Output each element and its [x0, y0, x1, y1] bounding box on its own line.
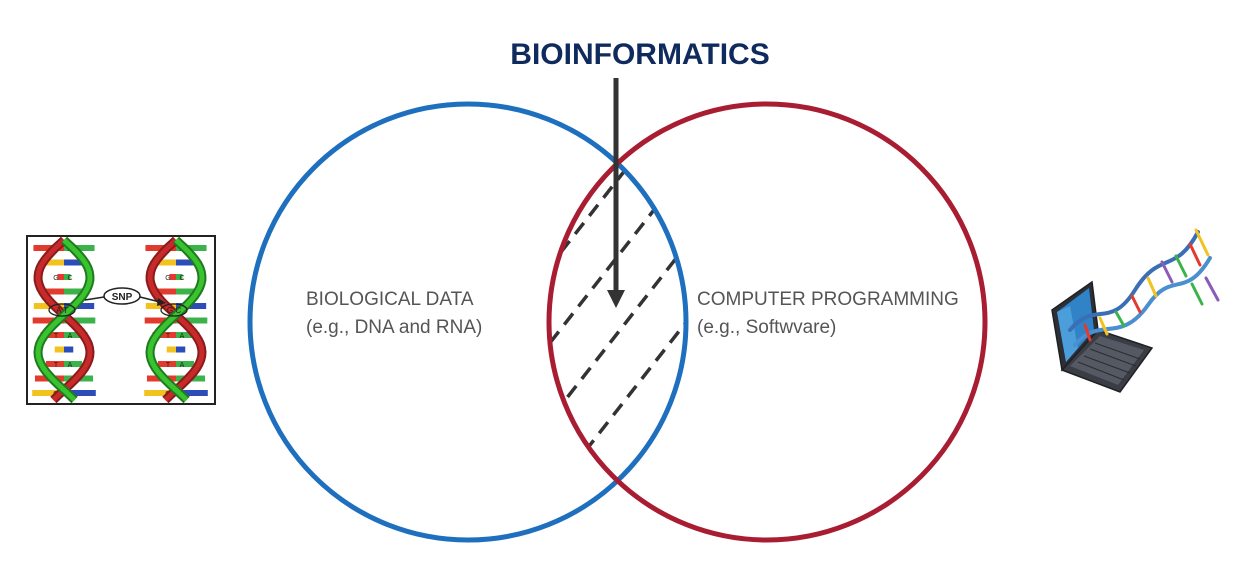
base-letter: G	[165, 275, 170, 282]
base-letter: T	[54, 362, 59, 369]
base-letter: C	[179, 275, 184, 282]
dna-backbone	[35, 238, 93, 402]
base-letter: G	[53, 275, 58, 282]
base-letter: T	[166, 333, 171, 340]
base-letter: A	[68, 333, 73, 340]
left-set-sublabel: (e.g., DNA and RNA)	[306, 317, 482, 338]
dna-snp-illustration: T AG CA TT AT AG CT AG CA TT AT AG C SNP A T G C	[26, 235, 216, 405]
intersection-arrow	[607, 78, 625, 308]
diagram-title: BIOINFORMATICS	[510, 38, 769, 71]
right-set-label: COMPUTER PROGRAMMING	[697, 289, 959, 310]
base-letter: A	[68, 362, 73, 369]
snp-highlight-left: A T	[48, 303, 76, 317]
base-letter: A	[180, 362, 185, 369]
snp-right-pair: G C	[167, 306, 181, 315]
laptop-dna-icon	[1051, 228, 1220, 393]
biological-data-circle	[247, 101, 689, 543]
base-letter: T	[166, 362, 171, 369]
computer-programming-circle	[546, 101, 988, 543]
snp-marker: SNP	[84, 287, 166, 306]
dna-backbone	[35, 238, 93, 402]
base-letter: C	[67, 275, 72, 282]
right-set-sublabel: (e.g., Softwvare)	[697, 317, 836, 338]
snp-highlight-right: G C	[160, 303, 188, 317]
dna-backbone	[147, 238, 205, 402]
hatch-line	[551, 106, 682, 538]
left-set-label: BIOLOGICAL DATA	[306, 289, 474, 310]
snp-left-pair: A T	[56, 306, 68, 315]
dna-backbone	[147, 238, 205, 402]
base-letter: T	[54, 333, 59, 340]
snp-label: SNP	[112, 292, 133, 303]
base-letter: A	[180, 333, 185, 340]
